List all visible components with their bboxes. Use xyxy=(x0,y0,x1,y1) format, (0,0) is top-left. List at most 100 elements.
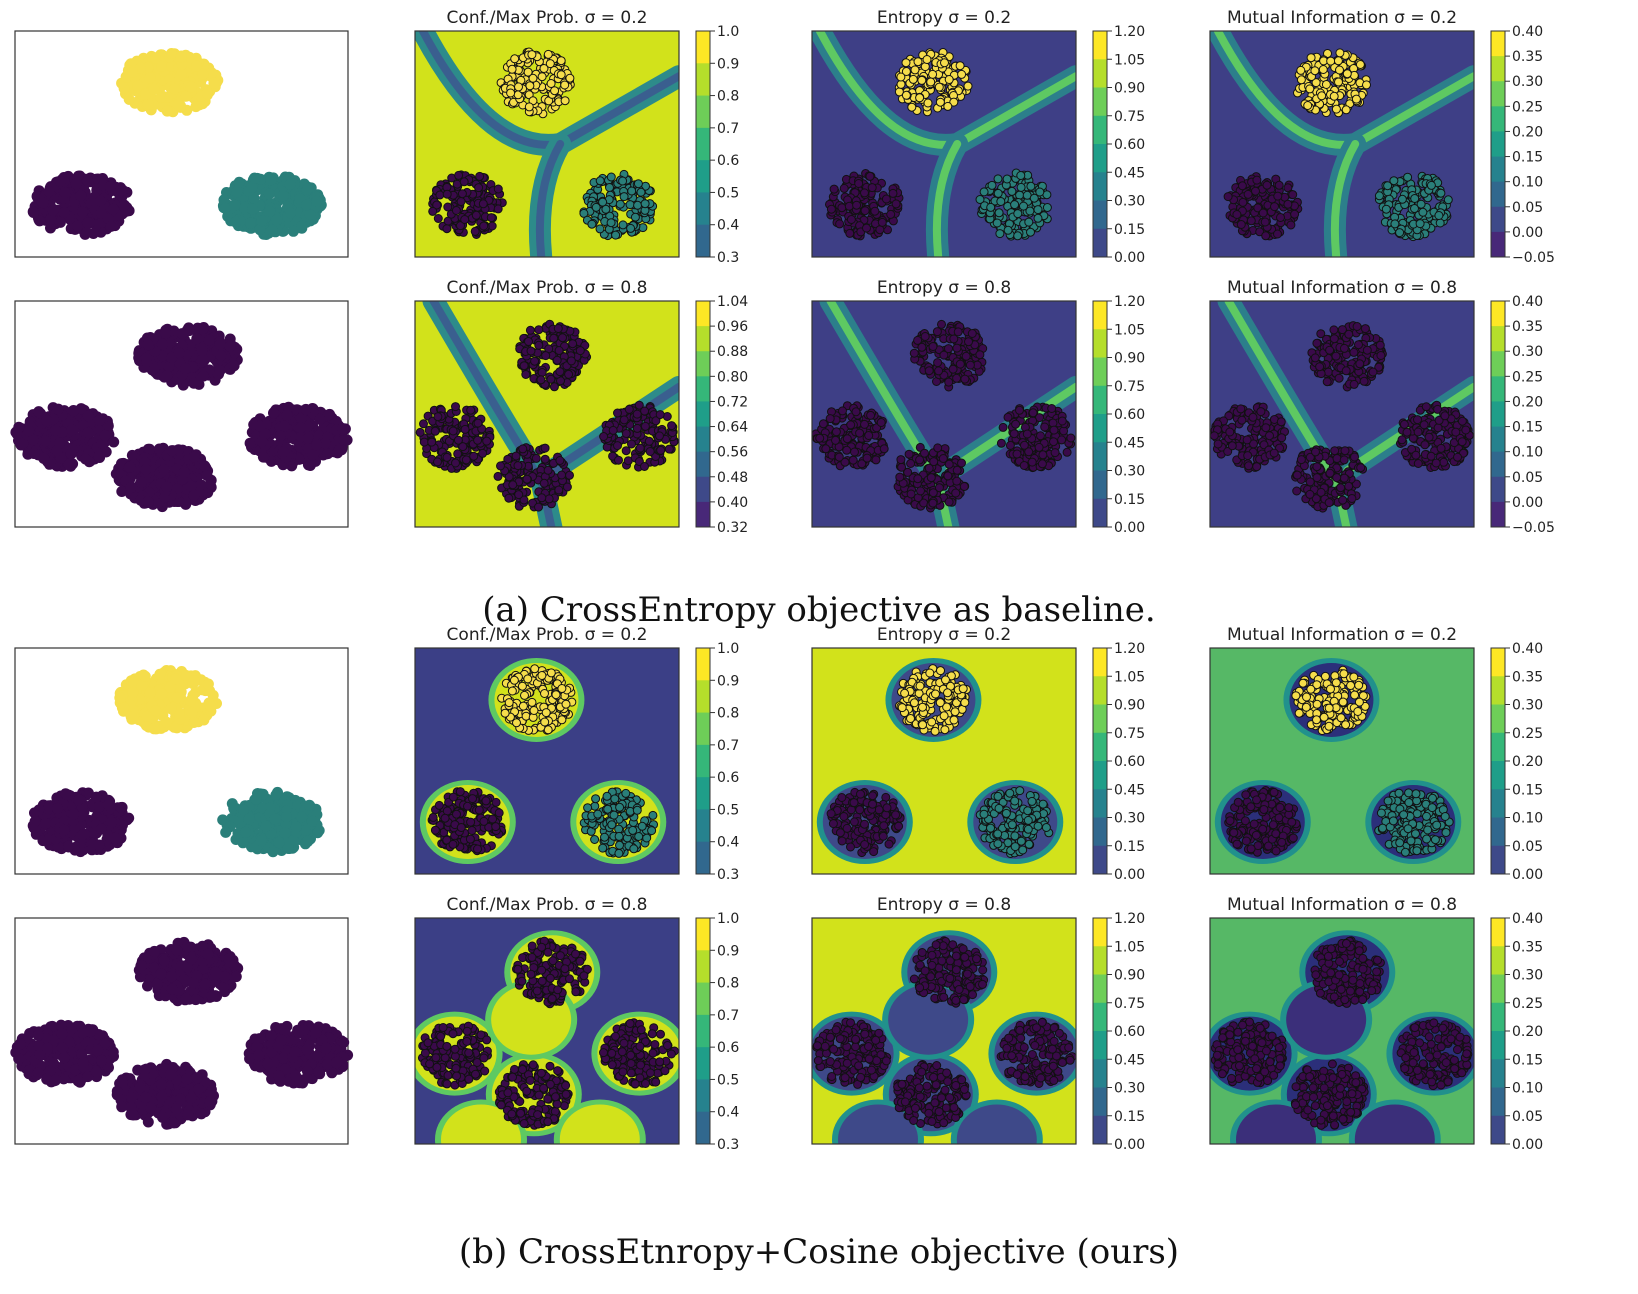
data-point xyxy=(864,431,874,440)
data-point xyxy=(839,183,849,193)
data-point xyxy=(466,405,476,415)
data-point xyxy=(924,366,934,376)
data-point xyxy=(153,443,165,455)
colorbar-band xyxy=(696,127,710,161)
data-point xyxy=(1050,448,1060,458)
data-point xyxy=(922,55,932,64)
data-point xyxy=(304,209,316,221)
data-point xyxy=(1003,412,1013,422)
data-point xyxy=(986,202,996,212)
data-point xyxy=(560,96,570,106)
data-point xyxy=(554,346,564,355)
data-point xyxy=(231,186,243,198)
data-point xyxy=(546,374,556,384)
data-point xyxy=(107,203,119,215)
data-point xyxy=(1277,433,1287,443)
data-point xyxy=(1011,419,1021,429)
data-point xyxy=(842,445,852,455)
colorbar-tick-label: 0.00 xyxy=(1512,225,1543,241)
data-point xyxy=(1265,431,1274,441)
colorbar-tick-label: 0.35 xyxy=(1512,49,1543,65)
data-point xyxy=(461,455,471,465)
data-point xyxy=(591,202,601,212)
data-point xyxy=(433,214,443,223)
data-point xyxy=(17,437,29,449)
data-point xyxy=(995,229,1005,239)
data-point xyxy=(1260,217,1270,227)
data-point xyxy=(322,448,334,460)
data-point xyxy=(473,435,483,445)
cluster xyxy=(1293,48,1371,118)
data-point xyxy=(838,406,847,416)
data-point xyxy=(879,444,889,454)
data-point xyxy=(125,482,137,493)
data-point xyxy=(611,230,621,240)
data-point xyxy=(605,183,614,192)
data-point xyxy=(534,325,544,335)
data-point xyxy=(1049,425,1059,435)
data-point xyxy=(1296,75,1306,85)
data-point xyxy=(1397,194,1407,204)
data-point xyxy=(531,453,541,463)
data-point xyxy=(311,195,323,207)
data-point xyxy=(458,442,468,452)
data-point xyxy=(907,102,917,112)
data-panel xyxy=(14,30,349,258)
data-point xyxy=(27,434,39,446)
cluster xyxy=(27,170,135,240)
data-point xyxy=(840,457,850,467)
data-point xyxy=(541,351,551,361)
data-point xyxy=(1349,347,1359,357)
data-point xyxy=(664,444,674,454)
data-point xyxy=(534,502,543,512)
colorbar: 1.201.050.900.750.600.450.300.150.00 xyxy=(1092,24,1145,266)
data-point xyxy=(219,202,231,214)
data-point xyxy=(896,79,906,89)
data-point xyxy=(284,178,296,190)
data-point xyxy=(1252,462,1262,472)
colorbar-band xyxy=(1093,200,1107,230)
data-point xyxy=(846,420,856,430)
data-point xyxy=(173,347,185,359)
data-point xyxy=(144,72,156,84)
data-point xyxy=(1022,429,1032,439)
data-point xyxy=(1322,377,1332,387)
data-point xyxy=(245,217,256,229)
data-point xyxy=(249,172,261,184)
colorbar-band xyxy=(1491,156,1505,183)
colorbar-band xyxy=(1093,414,1107,443)
data-point xyxy=(553,324,563,333)
data-point xyxy=(549,333,559,343)
data-point xyxy=(1256,407,1266,417)
colorbar-band xyxy=(1093,172,1107,201)
colorbar-band xyxy=(696,63,710,97)
data-point xyxy=(322,409,334,421)
data-point xyxy=(246,182,258,193)
data-point xyxy=(155,92,167,103)
data-point xyxy=(1341,366,1351,376)
plot-frame xyxy=(1209,30,1475,258)
data-point xyxy=(1334,373,1344,383)
data-point xyxy=(1019,201,1028,211)
colorbar-band xyxy=(1491,131,1505,158)
data-point xyxy=(539,64,549,73)
data-point xyxy=(1062,447,1072,457)
data-point xyxy=(932,327,942,337)
data-point xyxy=(1331,351,1341,361)
data-point xyxy=(614,455,623,465)
colorbar-tick-label: 0.6 xyxy=(717,153,739,169)
cluster xyxy=(133,322,243,391)
decision-boundary-core xyxy=(535,140,565,257)
data-point xyxy=(169,83,181,95)
data-point xyxy=(332,447,343,459)
colorbar-tick-label: 0.00 xyxy=(1114,250,1145,266)
data-point xyxy=(871,455,881,465)
data-point xyxy=(1258,208,1268,218)
data-point xyxy=(1315,362,1325,372)
data-point xyxy=(277,190,289,202)
colorbar-tick-label: 0.8 xyxy=(717,89,739,105)
colorbar: 1.040.960.880.800.720.640.560.480.400.32 xyxy=(695,294,748,536)
data-point xyxy=(844,201,854,211)
data-point xyxy=(1047,404,1057,413)
data-point xyxy=(952,373,962,383)
